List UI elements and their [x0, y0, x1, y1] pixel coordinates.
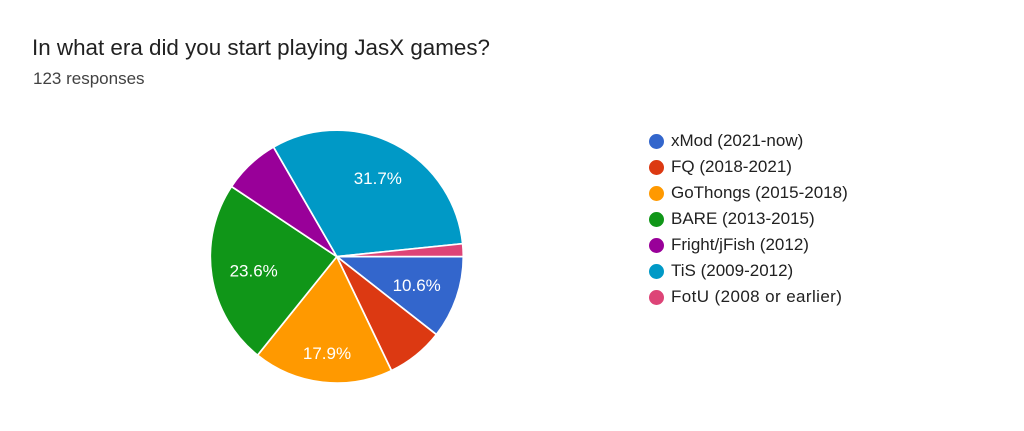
svg-text:17.9%: 17.9% [303, 344, 351, 363]
svg-text:31.7%: 31.7% [354, 169, 402, 188]
svg-text:10.6%: 10.6% [393, 276, 441, 295]
svg-text:23.6%: 23.6% [230, 262, 278, 281]
